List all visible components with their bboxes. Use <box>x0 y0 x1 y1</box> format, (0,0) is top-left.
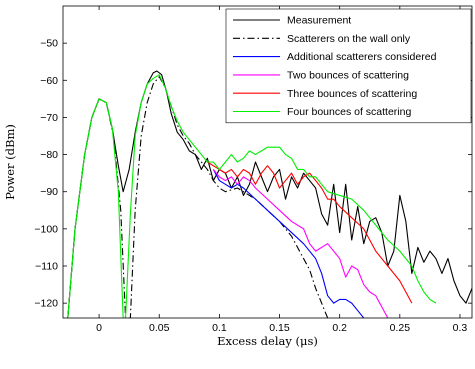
legend-label: Additional scatterers considered <box>287 51 437 63</box>
ticks-layer: 0 0.05 0.1 0.15 0.2 0.25 0.3 −120 −110 −100 −90 −80… <box>34 6 472 334</box>
y-tick-label: −70 <box>40 112 58 124</box>
legend-label: Four bounces of scattering <box>287 106 411 118</box>
y-axis-label: Power (dBm) <box>3 124 17 200</box>
series-line-6 <box>67 74 437 318</box>
y-tick-label: −120 <box>34 298 58 310</box>
legend-label: Scatterers on the wall only <box>287 33 411 45</box>
series-line-5 <box>207 161 413 304</box>
legend-label: Three bounces of scattering <box>287 88 417 100</box>
series-line-3 <box>212 169 365 318</box>
x-axis-label: Excess delay (μs) <box>217 334 318 348</box>
x-tick-label: 0.3 <box>453 322 468 334</box>
y-tick-label: −80 <box>40 149 58 161</box>
y-tick-label: −110 <box>35 261 58 273</box>
series-line-4 <box>212 169 389 318</box>
legend-label: Measurement <box>287 15 351 27</box>
y-tick-label: −90 <box>40 186 58 198</box>
x-tick-label: 0 <box>96 322 102 334</box>
series-layer <box>67 70 472 318</box>
plot-frame <box>62 5 473 319</box>
y-tick-label: −60 <box>40 75 58 87</box>
x-tick-label: 0.15 <box>269 322 290 334</box>
x-tick-label: 0.25 <box>390 322 411 334</box>
x-tick-label: 0.1 <box>212 322 227 334</box>
legend-box <box>225 8 472 124</box>
x-tick-label: 0.05 <box>149 322 170 334</box>
y-tick-label: −100 <box>34 223 58 235</box>
y-tick-label: −50 <box>40 38 58 50</box>
legend-label: Two bounces of scattering <box>287 70 409 82</box>
x-tick-label: 0.2 <box>332 322 347 334</box>
legend: Measurement Scatterers on the wall only Ad… <box>225 8 472 124</box>
